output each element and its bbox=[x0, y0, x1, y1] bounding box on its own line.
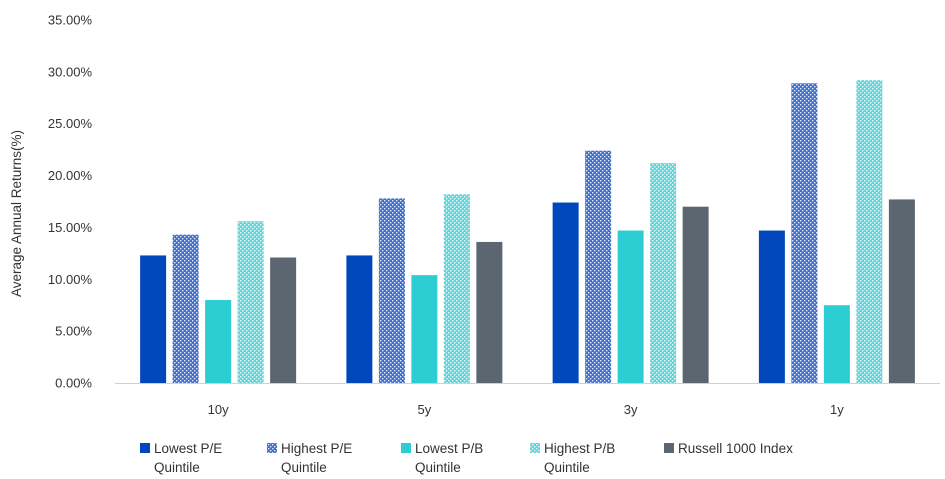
legend-label: Lowest P/E bbox=[154, 441, 222, 456]
bar-5y-3 bbox=[443, 194, 470, 383]
bar-1y-2 bbox=[823, 305, 850, 383]
bar-10y-4 bbox=[270, 257, 297, 383]
bar-10y-2 bbox=[205, 300, 232, 383]
y-tick-label: 25.00% bbox=[48, 116, 93, 131]
legend-label: Quintile bbox=[154, 460, 200, 475]
y-tick-label: 5.00% bbox=[55, 324, 92, 339]
legend-label: Quintile bbox=[281, 460, 327, 475]
x-tick-label: 3y bbox=[624, 402, 638, 417]
bar-5y-1 bbox=[378, 198, 405, 383]
x-tick-label: 10y bbox=[208, 402, 229, 417]
bars bbox=[140, 80, 915, 383]
y-tick-label: 15.00% bbox=[48, 220, 93, 235]
legend-label: Highest P/E bbox=[281, 441, 352, 456]
legend-swatch bbox=[267, 443, 277, 453]
legend-item: Highest P/E Quintile bbox=[267, 441, 352, 475]
x-axis: 10y 5y 3y 1y bbox=[115, 383, 940, 417]
legend-swatch bbox=[401, 443, 411, 453]
y-axis-label: Average Annual Returns(%) bbox=[9, 130, 24, 297]
x-tick-label: 5y bbox=[418, 402, 432, 417]
bar-5y-0 bbox=[346, 255, 373, 383]
legend-item: Russell 1000 Index bbox=[664, 441, 793, 456]
legend-item: Lowest P/B Quintile bbox=[401, 441, 483, 475]
bar-3y-1 bbox=[585, 150, 612, 383]
bar-3y-4 bbox=[682, 206, 709, 383]
y-tick-label: 10.00% bbox=[48, 272, 93, 287]
bar-3y-2 bbox=[617, 230, 644, 383]
x-tick-label: 1y bbox=[830, 402, 844, 417]
legend-label: Highest P/B bbox=[544, 441, 615, 456]
y-tick-label: 20.00% bbox=[48, 168, 93, 183]
bar-1y-4 bbox=[888, 199, 915, 383]
bar-3y-0 bbox=[552, 202, 579, 383]
bar-5y-2 bbox=[411, 275, 438, 383]
bar-5y-4 bbox=[476, 241, 503, 383]
bar-10y-0 bbox=[140, 255, 167, 383]
bar-1y-0 bbox=[758, 230, 785, 383]
legend-swatch bbox=[664, 443, 674, 453]
legend-label: Lowest P/B bbox=[415, 441, 483, 456]
y-axis-ticks: 0.00% 5.00% 10.00% 15.00% 20.00% 25.00% 30.00%… bbox=[48, 13, 93, 391]
y-tick-label: 30.00% bbox=[48, 64, 93, 79]
bar-3y-3 bbox=[650, 163, 677, 383]
legend-label: Quintile bbox=[415, 460, 461, 475]
legend-item: Lowest P/E Quintile bbox=[140, 441, 222, 475]
y-tick-label: 0.00% bbox=[55, 376, 92, 391]
legend-swatch bbox=[530, 443, 540, 453]
legend-item: Highest P/B Quintile bbox=[530, 441, 615, 475]
legend-swatch bbox=[140, 443, 150, 453]
bar-10y-3 bbox=[237, 221, 264, 383]
bar-1y-1 bbox=[791, 83, 818, 383]
bar-10y-1 bbox=[172, 234, 199, 383]
y-axis-title: Average Annual Returns(%) bbox=[9, 130, 24, 297]
y-tick-label: 35.00% bbox=[48, 13, 93, 28]
legend-label: Russell 1000 Index bbox=[678, 441, 793, 456]
bar-1y-3 bbox=[856, 80, 883, 383]
legend-label: Quintile bbox=[544, 460, 590, 475]
